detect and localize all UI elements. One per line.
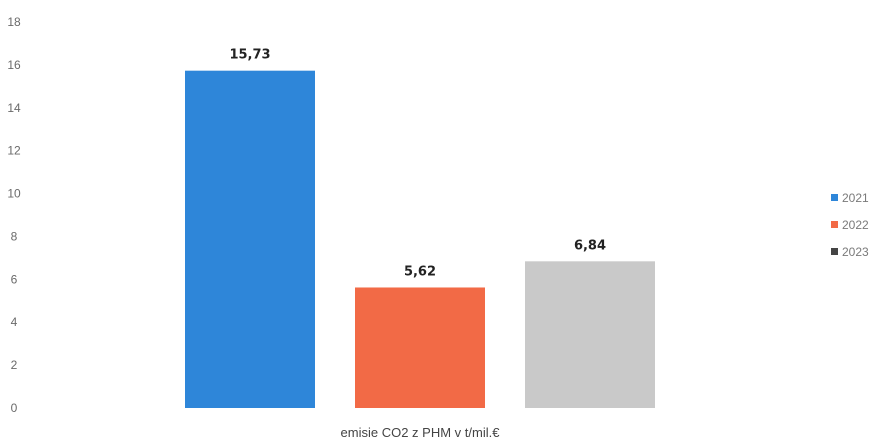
y-tick-label: 14 <box>7 101 21 115</box>
data-label-2021: 15,73 <box>229 48 270 63</box>
x-category-label: emisie CO2 z PHM v t/mil.€ <box>341 425 501 440</box>
bar-2023 <box>525 261 655 408</box>
y-tick-label: 6 <box>11 272 18 286</box>
y-tick-label: 0 <box>11 401 18 415</box>
data-label-2022: 5,62 <box>404 264 436 279</box>
legend-label-2021: 2021 <box>842 191 869 205</box>
legend-label-2023: 2023 <box>842 245 869 259</box>
data-labels: 15,73 5,62 6,84 <box>229 48 606 280</box>
bar-2022 <box>355 287 485 408</box>
data-label-2023: 6,84 <box>574 238 606 253</box>
y-tick-label: 10 <box>7 187 21 201</box>
legend-marker-2023 <box>831 248 838 255</box>
legend: 2021 2022 2023 <box>831 191 869 259</box>
bar-2021 <box>185 70 315 408</box>
y-tick-label: 4 <box>11 315 18 329</box>
legend-marker-2022 <box>831 221 838 228</box>
y-tick-label: 2 <box>11 358 18 372</box>
legend-marker-2021 <box>831 194 838 201</box>
y-tick-label: 8 <box>11 229 18 243</box>
bar-group <box>185 70 655 408</box>
y-tick-label: 12 <box>7 144 21 158</box>
y-tick-label: 16 <box>7 58 21 72</box>
y-axis: 0 2 4 6 8 10 12 14 16 18 <box>7 15 21 415</box>
legend-label-2022: 2022 <box>842 218 869 232</box>
y-tick-label: 18 <box>7 15 21 29</box>
